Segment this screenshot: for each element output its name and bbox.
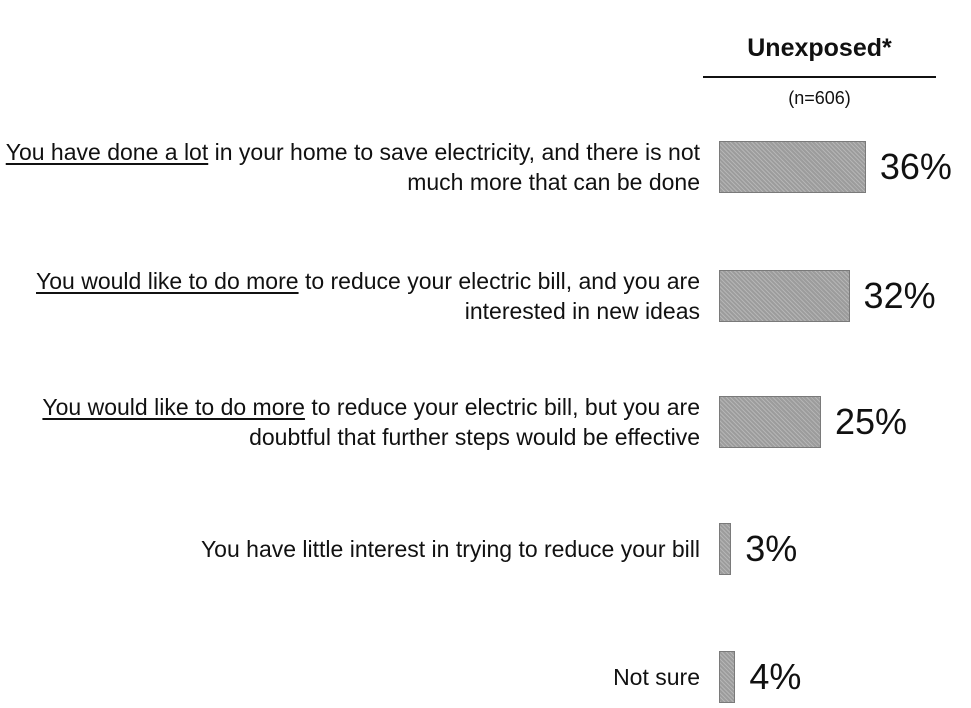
value-label: 32% — [863, 275, 936, 316]
label-text: to reduce your electric bill, and you ar… — [298, 268, 700, 324]
value-label: 36% — [879, 146, 952, 187]
label-text: You have little interest in trying to re… — [200, 536, 700, 562]
category-label: You would like to do more to reduce your… — [4, 266, 700, 326]
series-header: Unexposed* — [747, 34, 892, 62]
category-label: Not sure — [4, 662, 700, 692]
header-rule — [703, 76, 936, 78]
underlined-text: You would like to do more — [42, 394, 305, 420]
sample-size: (n=606) — [788, 88, 851, 108]
label-text: to reduce your electric bill, but you ar… — [249, 394, 700, 450]
category-label: You have done a lot in your home to save… — [4, 137, 700, 197]
label-text: in your home to save electricity, and th… — [208, 139, 700, 195]
value-label: 25% — [835, 401, 908, 442]
bar — [719, 396, 821, 448]
underlined-text: You have done a lot — [5, 139, 209, 165]
bar — [719, 141, 866, 193]
value-label: 4% — [749, 656, 802, 697]
value-label: 3% — [745, 528, 798, 569]
bar — [719, 270, 850, 322]
label-text: Not sure — [613, 664, 700, 690]
category-label: You have little interest in trying to re… — [4, 534, 700, 564]
bar — [719, 523, 732, 575]
underlined-text: You would like to do more — [36, 268, 299, 294]
category-label: You would like to do more to reduce your… — [4, 392, 700, 452]
bar — [719, 651, 736, 703]
